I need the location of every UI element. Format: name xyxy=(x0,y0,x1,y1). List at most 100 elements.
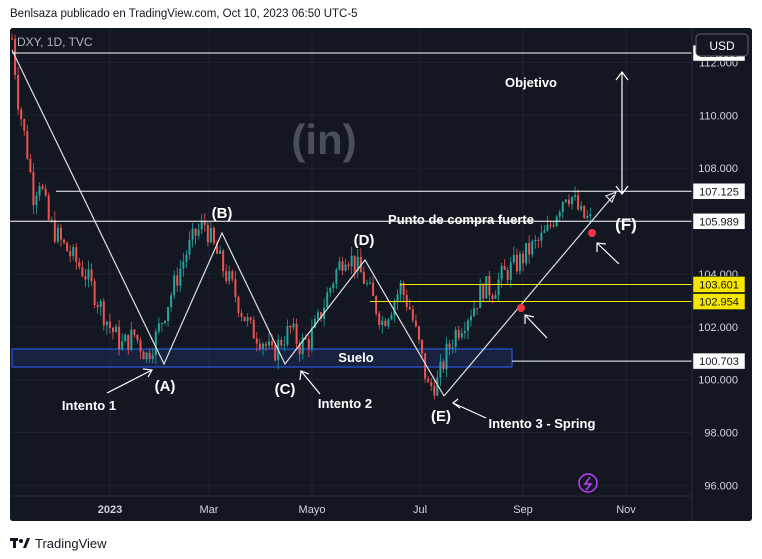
candle-body xyxy=(546,224,549,231)
pointer-arrowhead-f xyxy=(596,242,607,252)
candle-body xyxy=(240,312,243,317)
y-tick-label: 110.000 xyxy=(699,110,738,122)
candle-body xyxy=(164,320,166,324)
candle-body xyxy=(167,306,170,321)
candle-body xyxy=(329,288,332,293)
pointer-arrowhead-c xyxy=(299,370,310,381)
candle-body xyxy=(136,334,139,341)
currency-button[interactable]: USD xyxy=(695,33,749,57)
candle-body xyxy=(41,186,44,189)
wave-zigzag xyxy=(11,49,445,397)
y-tick-label: 96.000 xyxy=(704,480,738,492)
candle-body xyxy=(310,327,313,349)
candle-body xyxy=(96,305,99,308)
candle-body xyxy=(534,239,537,242)
candle-body xyxy=(102,301,105,326)
candle-body xyxy=(185,254,188,262)
candle-body xyxy=(344,264,347,271)
candle-body xyxy=(216,243,219,254)
price-tag xyxy=(692,293,746,310)
price-tag-label: 100.703 xyxy=(699,356,739,368)
candle-body xyxy=(476,308,479,310)
label-wave-d: (D) xyxy=(354,232,375,249)
pointer-arrow-f xyxy=(596,242,620,265)
candle-body xyxy=(338,261,341,270)
label-punto-compra: Punto de compra fuerte xyxy=(388,212,534,227)
candle-body xyxy=(121,341,124,349)
price-chart[interactable]: (in) Objetivo Punto de compra fuerte Sue… xyxy=(10,28,752,521)
candle-body xyxy=(206,224,209,243)
watermark-logo: (in) xyxy=(291,116,356,163)
candle-body xyxy=(47,195,50,220)
candle-body xyxy=(26,130,29,159)
candle-body xyxy=(583,205,586,218)
candle-body xyxy=(457,329,460,338)
candle-body xyxy=(115,326,118,333)
candle-body xyxy=(209,227,212,243)
candle-body xyxy=(448,343,451,349)
candle-body xyxy=(497,279,500,296)
candle-body xyxy=(124,334,127,342)
y-tick-label: 100.000 xyxy=(698,375,738,387)
candle-body xyxy=(283,344,286,346)
candle-body xyxy=(552,225,555,227)
label-intento-3: Intento 3 - Spring xyxy=(489,416,596,431)
candle-body xyxy=(561,201,564,213)
candle-body xyxy=(108,321,111,328)
candle-body xyxy=(414,320,417,327)
candle-body xyxy=(38,186,41,196)
label-intento-1: Intento 1 xyxy=(62,398,116,413)
candle-body xyxy=(301,337,304,355)
candle-body xyxy=(304,337,307,340)
candle-body xyxy=(427,378,430,383)
candle-body xyxy=(424,353,427,379)
currency-button-label[interactable]: USD xyxy=(709,39,735,53)
candle-body xyxy=(540,232,543,241)
chart-frame[interactable]: (in) Objetivo Punto de compra fuerte Sue… xyxy=(10,28,752,521)
price-tag xyxy=(692,276,746,293)
candle-body xyxy=(320,312,323,319)
candle-body xyxy=(11,38,13,40)
x-tick-label: Mayo xyxy=(299,504,326,516)
candle-body xyxy=(289,326,292,328)
label-wave-b: (B) xyxy=(212,205,233,222)
candle-body xyxy=(494,295,497,299)
candle-body xyxy=(454,329,457,347)
candle-body xyxy=(81,267,84,277)
footer: TradingView xyxy=(10,534,107,552)
candle-body xyxy=(528,242,531,255)
candle-body xyxy=(194,228,197,236)
candle-body xyxy=(179,268,182,286)
label-wave-c: (C) xyxy=(275,381,296,398)
candle-body xyxy=(145,352,148,360)
candle-body xyxy=(234,279,237,298)
label-intento-2: Intento 2 xyxy=(318,396,372,411)
candle-body xyxy=(118,326,121,349)
candle-body xyxy=(99,301,102,308)
candle-body xyxy=(130,329,133,350)
candle-body xyxy=(219,250,222,254)
label-wave-f: (F) xyxy=(615,215,637,234)
candle-body xyxy=(84,276,87,280)
candle-body xyxy=(439,361,442,378)
candle-body xyxy=(558,212,561,217)
candle-body xyxy=(231,271,234,280)
candle-body xyxy=(543,230,546,233)
candle-body xyxy=(512,254,515,263)
candle-body xyxy=(589,214,592,216)
candle-body xyxy=(350,255,353,267)
arrow-up-f xyxy=(606,194,615,204)
candle-body xyxy=(564,199,567,202)
candle-body xyxy=(506,269,509,281)
candle-body xyxy=(182,261,185,269)
candle-body xyxy=(479,284,482,309)
candle-body xyxy=(442,361,445,370)
candle-body xyxy=(372,282,375,297)
candle-body xyxy=(59,227,62,240)
candle-body xyxy=(44,188,47,196)
candle-body xyxy=(78,262,81,268)
candle-body xyxy=(491,295,494,299)
lightning-icon[interactable] xyxy=(578,473,598,493)
candle-body xyxy=(362,272,365,284)
candle-body xyxy=(75,247,78,263)
